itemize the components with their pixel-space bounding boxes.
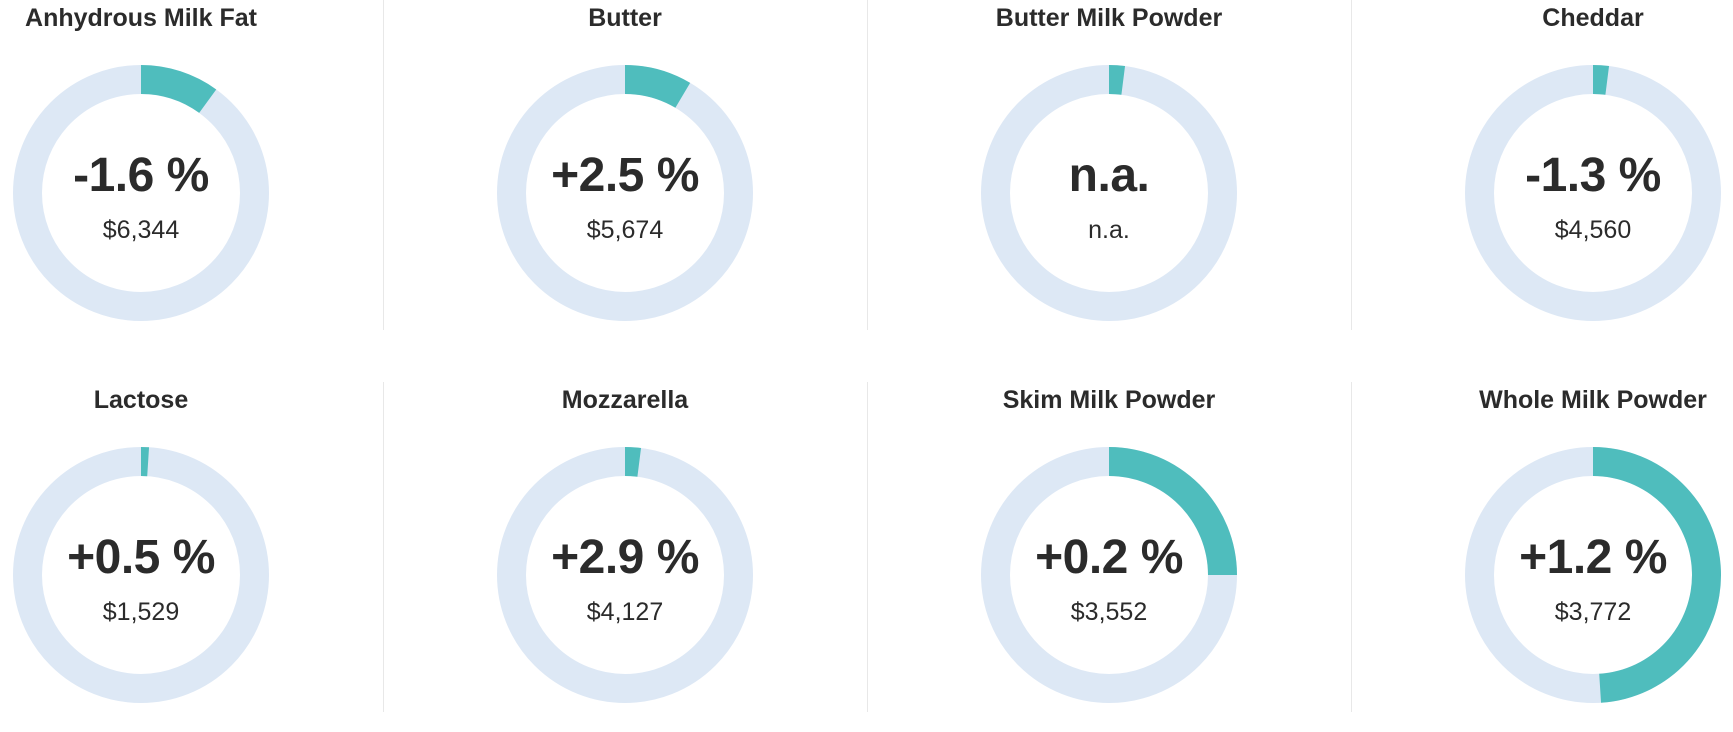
donut-card-whole-milk-powder: Whole Milk Powder +1.2 % $3,772: [1452, 382, 1733, 732]
donut-segment[interactable]: [1109, 65, 1126, 95]
donut-chart: [497, 447, 753, 703]
donut-chart: [13, 447, 269, 703]
donut-title: Lactose: [93, 386, 189, 414]
donut-card-butter-milk-powder: Butter Milk Powder n.a. n.a.: [968, 0, 1250, 350]
donut-title: Skim Milk Powder: [1002, 386, 1216, 414]
column-divider: [1351, 0, 1352, 330]
donut-segment[interactable]: [141, 65, 217, 113]
donut-segment[interactable]: [625, 447, 642, 477]
donut-svg: [1465, 447, 1721, 703]
donut-card-butter: Butter +2.5 % $5,674: [484, 0, 766, 350]
percent-change-value: n.a.: [1068, 149, 1150, 202]
donut-card-cheddar: Cheddar -1.3 % $4,560: [1452, 0, 1733, 350]
column-divider: [867, 0, 868, 330]
column-divider: [867, 382, 868, 712]
donut-svg: [13, 65, 269, 321]
donut-title: Whole Milk Powder: [1479, 386, 1707, 414]
donut-chart: [13, 65, 269, 321]
donut-card-anhydrous-milk-fat: Anhydrous Milk Fat -1.6 % $6,344: [0, 0, 282, 350]
column-divider: [1351, 382, 1352, 712]
donut-segment[interactable]: [141, 447, 150, 477]
price-value: $3,772: [1554, 598, 1632, 626]
donut-svg: [981, 65, 1237, 321]
percent-change-value: +1.2 %: [1519, 531, 1667, 584]
donut-svg: [497, 447, 753, 703]
donut-svg: [497, 65, 753, 321]
donut-card-lactose: Lactose +0.5 % $1,529: [0, 382, 282, 732]
percent-change-value: -1.3 %: [1525, 149, 1661, 202]
percent-change-value: +0.2 %: [1035, 531, 1183, 584]
price-value: n.a.: [1088, 216, 1130, 244]
price-value: $6,344: [102, 216, 180, 244]
donut-chart: [1465, 65, 1721, 321]
donut-segment[interactable]: [1109, 447, 1237, 575]
donut-segment[interactable]: [1593, 65, 1610, 95]
column-divider: [383, 0, 384, 330]
donut-chart: [981, 447, 1237, 703]
donut-title: Mozzarella: [561, 386, 689, 414]
donut-svg: [1465, 65, 1721, 321]
percent-change-value: -1.6 %: [73, 149, 209, 202]
price-value: $1,529: [102, 598, 180, 626]
donut-segment[interactable]: [625, 65, 691, 108]
percent-change-value: +2.5 %: [551, 149, 699, 202]
donut-card-mozzarella: Mozzarella +2.9 % $4,127: [484, 382, 766, 732]
donut-chart: [497, 65, 753, 321]
price-value: $4,560: [1554, 216, 1632, 244]
donut-title: Butter Milk Powder: [995, 4, 1223, 32]
percent-change-value: +2.9 %: [551, 531, 699, 584]
percent-change-value: +0.5 %: [67, 531, 215, 584]
price-value: $4,127: [586, 598, 664, 626]
donut-svg: [981, 447, 1237, 703]
donut-segment[interactable]: [1593, 447, 1721, 703]
donut-svg: [13, 447, 269, 703]
price-value: $3,552: [1070, 598, 1148, 626]
donut-chart: [1465, 447, 1721, 703]
donut-chart-grid: Anhydrous Milk Fat -1.6 % $6,344 Butter +2.5…: [0, 0, 1733, 712]
column-divider: [383, 382, 384, 712]
donut-title: Anhydrous Milk Fat: [25, 4, 257, 32]
donut-title: Cheddar: [1542, 4, 1644, 32]
donut-chart: [981, 65, 1237, 321]
donut-card-skim-milk-powder: Skim Milk Powder +0.2 % $3,552: [968, 382, 1250, 732]
donut-title: Butter: [588, 4, 662, 32]
price-value: $5,674: [586, 216, 664, 244]
